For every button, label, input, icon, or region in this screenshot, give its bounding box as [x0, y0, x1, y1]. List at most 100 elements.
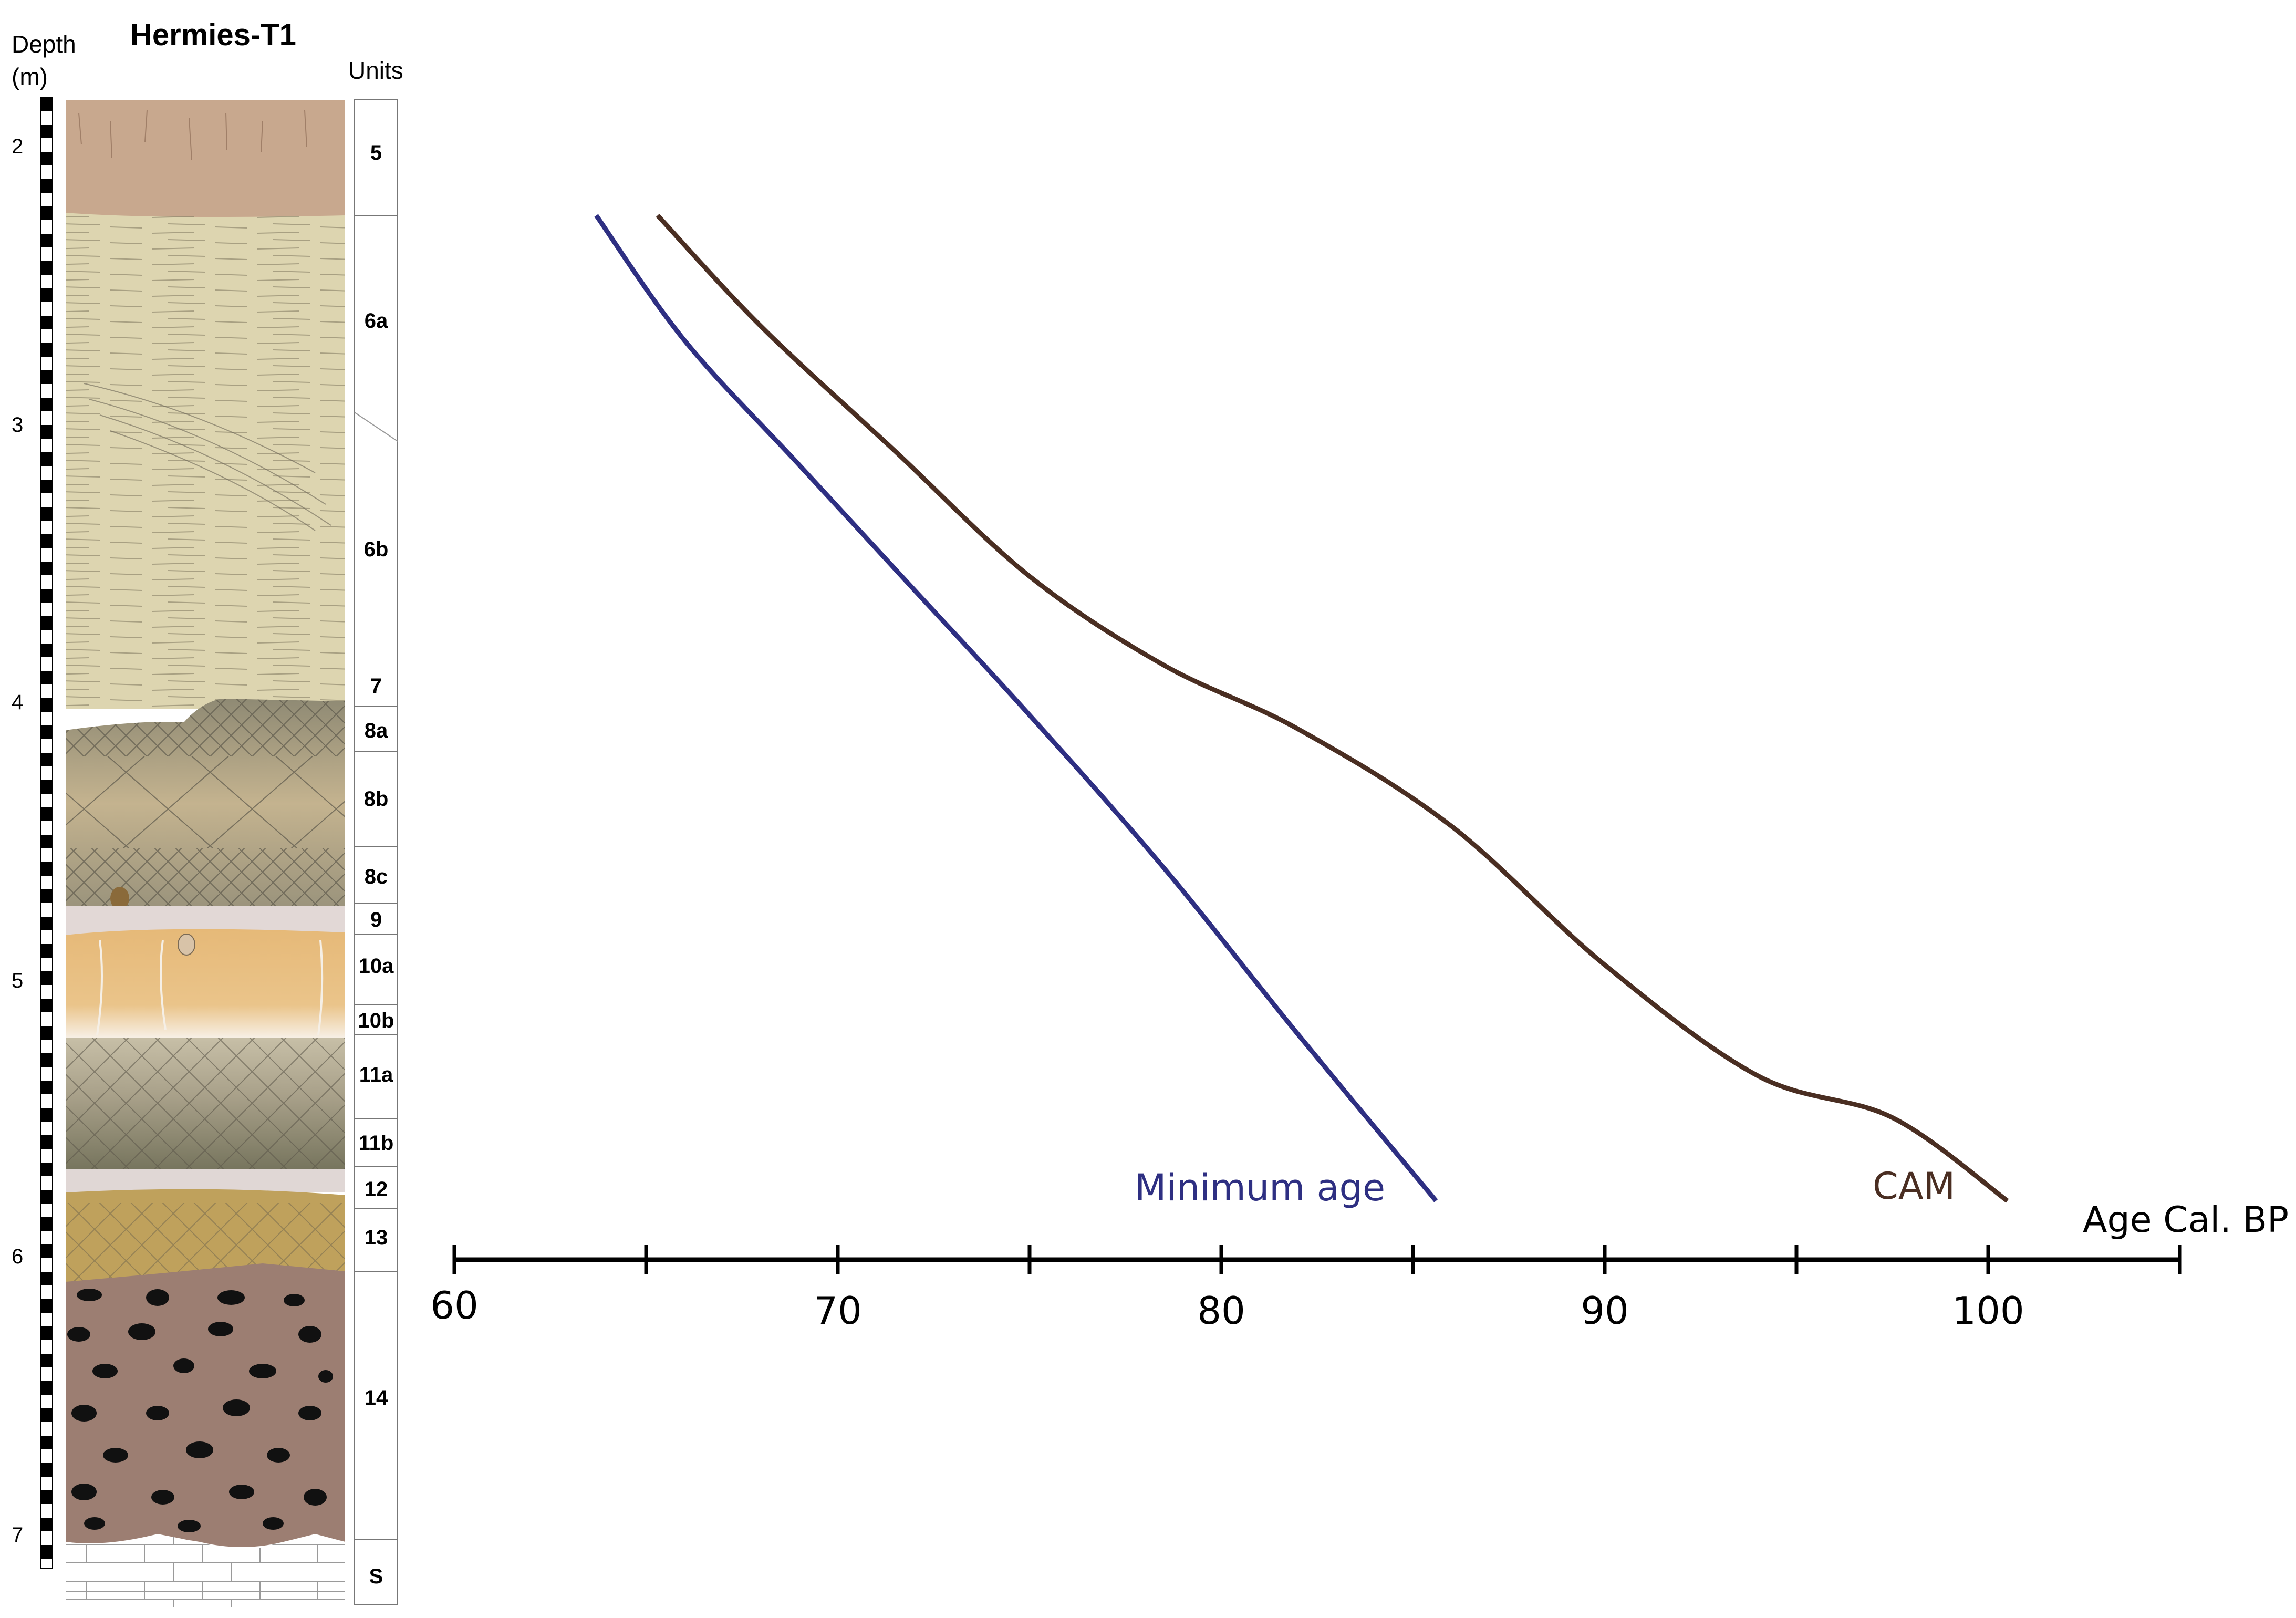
- lithology-column: [66, 100, 345, 1607]
- depth-label: Depth: [12, 30, 76, 58]
- depth-scale-segment: [41, 807, 53, 821]
- layer-unit-12: [66, 1169, 345, 1192]
- unit-labels: 5 6a 6b 7 8a 8b 8c 9 10a 10b 11a 11b 12 13 14 S: [358, 141, 394, 1588]
- depth-scale-segment: [41, 316, 53, 329]
- depth-scale-segment: [41, 97, 53, 111]
- depth-scale-segment: [41, 889, 53, 903]
- minimum-age-curve-group: [594, 214, 1438, 1202]
- depth-scale-segment: [41, 562, 53, 575]
- depth-scale-segment: [41, 152, 53, 165]
- depth-scale-segment: [41, 1135, 53, 1149]
- depth-scale-segment: [41, 971, 53, 985]
- x-tick-label: 100: [1952, 1289, 2024, 1333]
- x-tick-label: 80: [1197, 1289, 1245, 1333]
- depth-scale-segment: [41, 343, 53, 357]
- unit-label: 8b: [364, 787, 389, 811]
- x-axis: 60 70 80 90 100: [430, 1245, 2182, 1333]
- cam-curve: [656, 214, 2009, 1203]
- unit-label: 12: [365, 1178, 388, 1201]
- units-frame: [354, 99, 398, 1605]
- depth-scale-segment: [41, 425, 53, 439]
- unit-label: 7: [370, 675, 382, 698]
- depth-scale-segment: [41, 1299, 53, 1313]
- depth-scale-segment: [41, 1272, 53, 1285]
- depth-scale-segment: [41, 234, 53, 247]
- layer-substratum: [66, 1534, 345, 1607]
- depth-scale-segment: [41, 534, 53, 548]
- depth-scale-segment: [41, 1244, 53, 1258]
- x-tick-label: 70: [814, 1289, 862, 1333]
- minimum-age-curve: [594, 214, 1438, 1202]
- depth-tick: 3: [12, 413, 23, 437]
- depth-scale-segment: [41, 1217, 53, 1231]
- unit-label: 14: [365, 1386, 388, 1409]
- depth-scale-segment: [41, 1053, 53, 1067]
- depth-tick: 5: [12, 969, 23, 992]
- gravel-clasts: [67, 1289, 333, 1532]
- unit-label: 11b: [359, 1132, 394, 1155]
- x-axis-title: Age Cal. BP: [2083, 1199, 2289, 1241]
- depth-scale-segment: [41, 1354, 53, 1367]
- cam-curve-group: [656, 214, 2009, 1203]
- depth-tick: 6: [12, 1245, 23, 1268]
- depth-scale-segment: [41, 1381, 53, 1395]
- depth-scale-segment: [41, 835, 53, 848]
- depth-scale-segment: [41, 1518, 53, 1531]
- unit-label: 11a: [359, 1063, 393, 1086]
- depth-scale-segment: [41, 616, 53, 630]
- depth-scale-segment: [41, 1163, 53, 1176]
- depth-scale-segment: [41, 1326, 53, 1340]
- layer-unit-10: [66, 929, 345, 1038]
- depth-scale-segment: [41, 1436, 53, 1449]
- depth-unit-label: (m): [12, 63, 48, 90]
- unit-label: 6a: [365, 309, 388, 333]
- depth-scale-segment: [41, 398, 53, 411]
- unit-label: 8c: [365, 865, 388, 888]
- depth-scale-segment: [41, 1108, 53, 1122]
- depth-scale-segment: [41, 698, 53, 712]
- depth-scale-segment: [41, 1026, 53, 1040]
- depth-scale-segment: [41, 507, 53, 521]
- units-column: [354, 99, 398, 1605]
- age-chart: Minimum age CAM 60 70 80 90 100 Age Cal. BP: [430, 214, 2289, 1333]
- depth-scale-segment: [41, 179, 53, 193]
- depth-scale-segment: [41, 862, 53, 876]
- depth-ticks: 2 3 4 5 6 7: [12, 135, 23, 1547]
- depth-scale-segment: [41, 261, 53, 275]
- unit-label: 6b: [364, 538, 389, 561]
- depth-scale-segment: [41, 671, 53, 684]
- depth-scale-segment: [41, 125, 53, 138]
- legend-cam: CAM: [1873, 1165, 1955, 1208]
- legend-minimum-age: Minimum age: [1135, 1166, 1385, 1209]
- depth-tick: 7: [12, 1523, 23, 1547]
- depth-scale-segment: [41, 1190, 53, 1204]
- depth-scale-segment: [41, 370, 53, 384]
- x-tick-label: 90: [1581, 1289, 1629, 1333]
- depth-scale-segment: [41, 480, 53, 493]
- unit-label: 10b: [358, 1009, 394, 1032]
- unit-label: 9: [370, 908, 382, 931]
- stratigraphic-log: Depth (m) Hermies-T1 Units 2 3 4 5 6 7: [12, 18, 403, 1607]
- depth-tick: 4: [12, 691, 23, 714]
- unit-label: S: [369, 1565, 383, 1588]
- unit-label: 5: [370, 141, 382, 164]
- depth-scale-segment: [41, 206, 53, 220]
- unit-label: 10a: [359, 955, 394, 978]
- depth-scale-segment: [41, 725, 53, 739]
- depth-scale-segment: [41, 999, 53, 1012]
- log-title: Hermies-T1: [130, 18, 296, 52]
- depth-scale-segment: [41, 1081, 53, 1094]
- unit-label: 13: [365, 1226, 388, 1249]
- depth-scale-segment: [41, 1463, 53, 1477]
- unit-label: 8a: [365, 719, 388, 742]
- unit-boundary: [354, 412, 398, 442]
- depth-scale-segment: [41, 1490, 53, 1504]
- depth-scale-segment: [41, 917, 53, 930]
- layer-unit-14: [66, 1263, 345, 1547]
- x-tick-label: 60: [430, 1283, 479, 1327]
- depth-scale-segment: [41, 1408, 53, 1422]
- depth-scale-segment: [41, 1545, 53, 1559]
- depth-scale-segment: [41, 452, 53, 466]
- depth-scale-segment: [41, 288, 53, 302]
